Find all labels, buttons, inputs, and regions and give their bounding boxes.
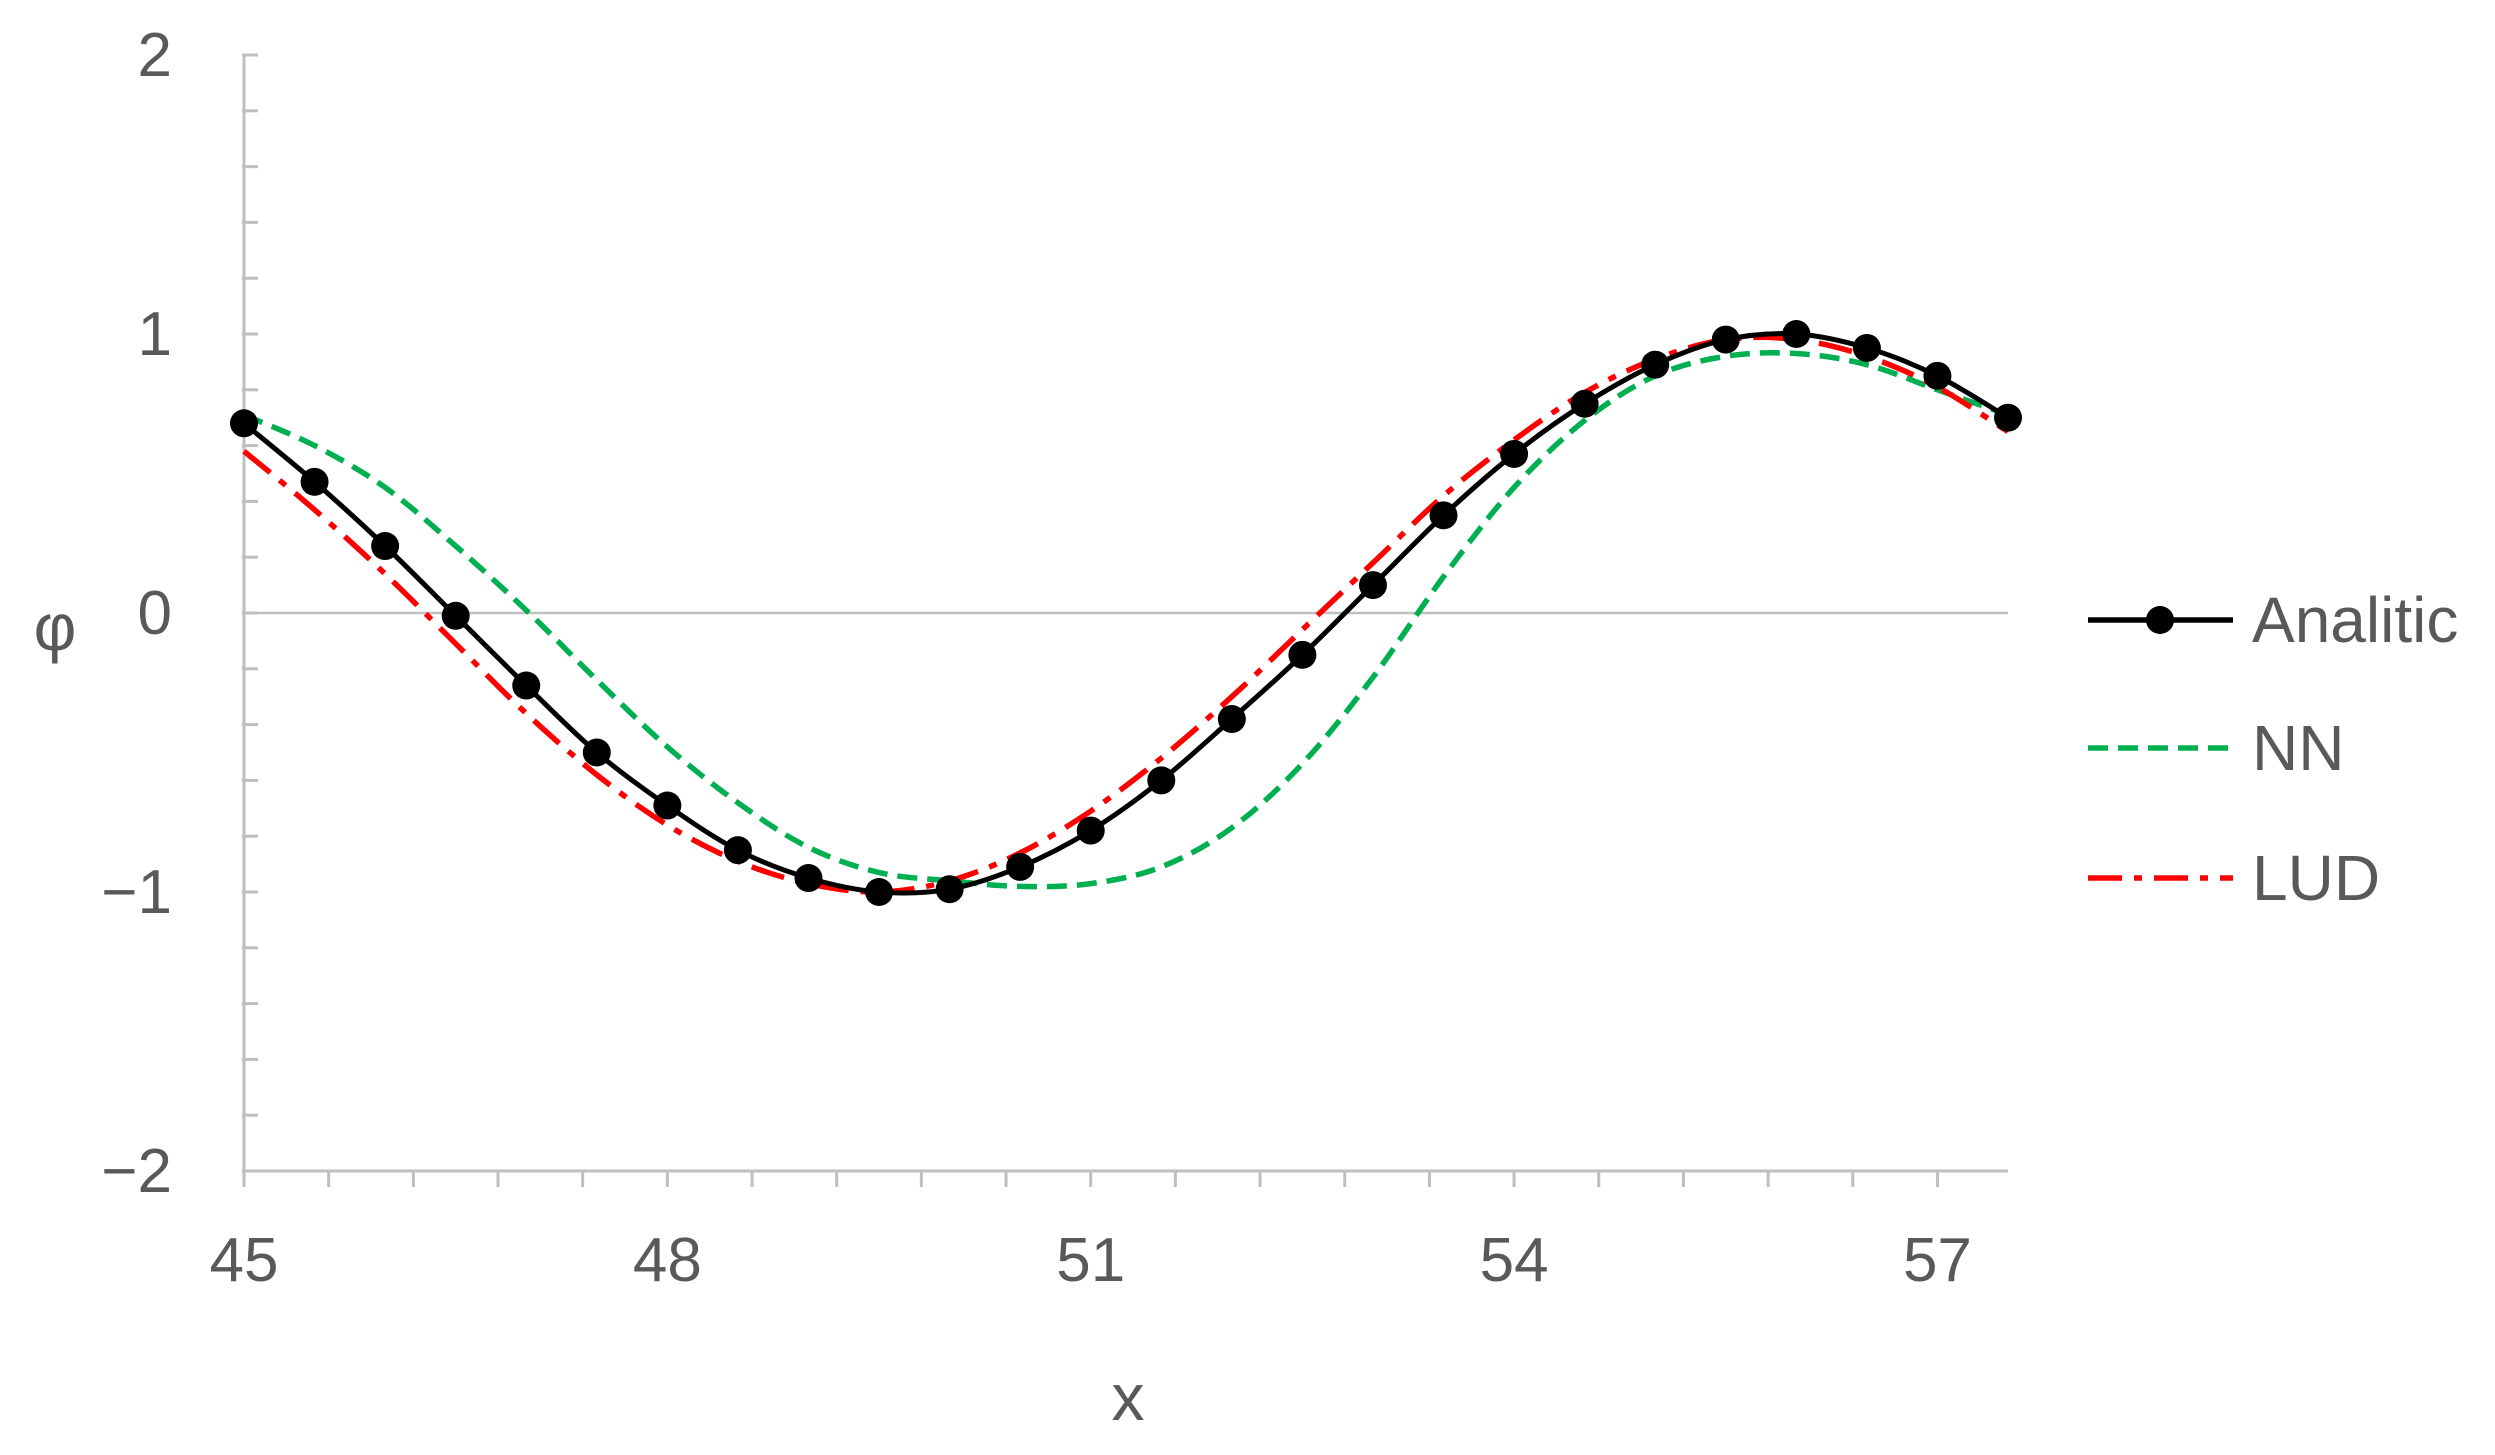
legend: Analitic NN LUD xyxy=(2088,584,2458,914)
data-point-analitic xyxy=(1500,439,1529,468)
x-tick-label: 54 xyxy=(1480,1226,1549,1295)
data-point-analitic xyxy=(865,878,894,906)
x-tick-label: 51 xyxy=(1056,1226,1125,1295)
legend-item-analitic: Analitic xyxy=(2088,584,2458,656)
data-point-analitic xyxy=(935,875,964,904)
data-point-analitic xyxy=(300,467,329,496)
data-point-analitic xyxy=(1358,571,1387,600)
data-point-analitic xyxy=(230,409,258,438)
data-point-analitic xyxy=(653,791,682,820)
data-point-analitic xyxy=(723,836,752,865)
data-point-analitic xyxy=(1852,333,1881,362)
data-point-analitic xyxy=(512,671,541,700)
y-axis-title: φ xyxy=(34,590,77,664)
data-point-analitic xyxy=(1217,705,1246,734)
x-axis-title: x xyxy=(1112,1360,1145,1434)
series-line-nn xyxy=(242,350,2009,890)
x-tick-label: 48 xyxy=(633,1226,702,1295)
legend-item-lud: LUD xyxy=(2088,842,2380,914)
data-point-analitic xyxy=(1570,389,1599,418)
y-tick-label: −2 xyxy=(101,1137,172,1206)
data-point-analitic xyxy=(1076,816,1105,845)
legend-label: LUD xyxy=(2252,842,2380,914)
data-point-analitic xyxy=(1711,325,1740,354)
data-point-analitic xyxy=(582,738,611,767)
y-tick-label: −1 xyxy=(101,858,172,927)
y-tick-label: 0 xyxy=(138,579,172,648)
y-tick-label: 1 xyxy=(138,300,172,369)
data-point-analitic xyxy=(371,532,400,561)
data-point-analitic xyxy=(794,864,823,893)
data-point-analitic xyxy=(1782,320,1811,348)
axes xyxy=(242,53,2008,1187)
data-point-analitic xyxy=(1288,640,1317,669)
legend-item-nn: NN xyxy=(2088,712,2344,784)
legend-label: Analitic xyxy=(2252,584,2458,656)
data-point-analitic xyxy=(1994,403,2022,432)
data-point-analitic xyxy=(1641,350,1670,379)
data-point-analitic xyxy=(1147,766,1176,795)
data-point-analitic xyxy=(1923,361,1952,390)
plot-area xyxy=(230,320,2022,906)
data-point-analitic xyxy=(441,601,470,630)
legend-label: NN xyxy=(2252,712,2344,784)
data-point-analitic xyxy=(1006,852,1035,881)
legend-marker xyxy=(2146,606,2174,634)
x-tick-label: 45 xyxy=(210,1226,279,1295)
x-tick-label: 57 xyxy=(1903,1226,1972,1295)
tick-labels: −2 −1 0 1 2 45 48 51 54 57 xyxy=(101,21,1972,1295)
data-point-analitic xyxy=(1429,501,1458,530)
y-tick-label: 2 xyxy=(138,21,172,90)
